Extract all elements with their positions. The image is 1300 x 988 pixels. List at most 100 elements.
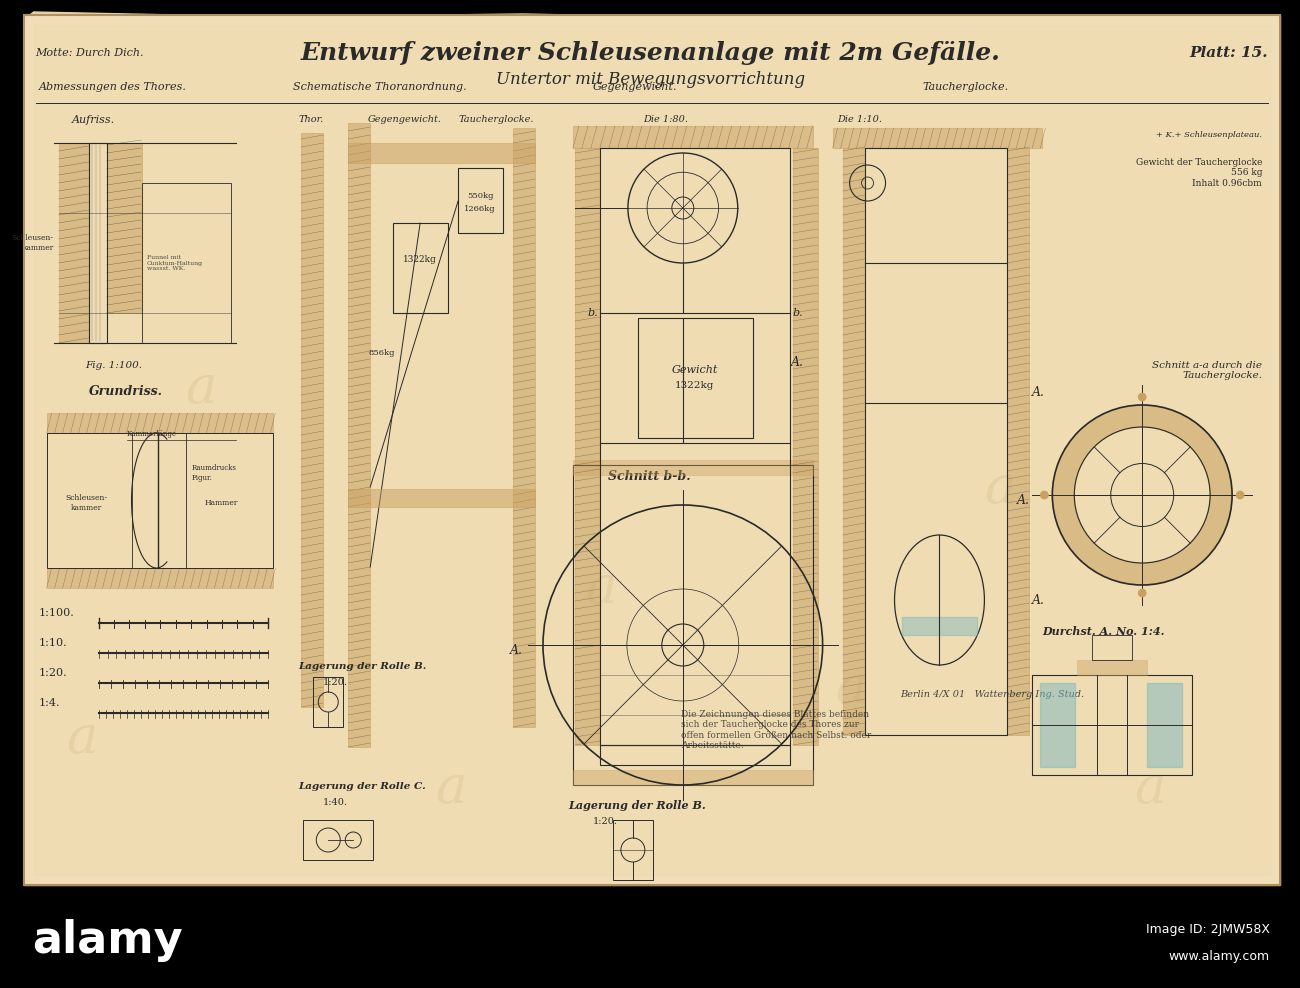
Text: Entwurf zweiner Schleusenanlage mit 2m Gefälle.: Entwurf zweiner Schleusenanlage mit 2m G… [300, 41, 1001, 65]
Bar [573, 126, 812, 148]
Bar [393, 223, 448, 313]
Text: a: a [186, 363, 217, 414]
Text: Gewicht der Taucherglocke
556 kg
Inhalt 0.96cbm: Gewicht der Taucherglocke 556 kg Inhalt … [1136, 158, 1262, 188]
Bar [23, 15, 1280, 885]
Text: b.: b. [793, 308, 803, 318]
Text: Schnitt b-b.: Schnitt b-b. [608, 470, 690, 483]
Text: Schnitt a-a durch die
Taucherglocke.: Schnitt a-a durch die Taucherglocke. [1152, 361, 1262, 380]
Bar [1008, 148, 1030, 735]
Bar [142, 183, 231, 343]
Text: alamy: alamy [31, 919, 182, 962]
Bar [47, 433, 273, 568]
Bar [832, 128, 1043, 148]
Bar [864, 148, 1008, 735]
Text: Die Zeichnungen dieses Blattes befinden
sich der Taucherglocke des Thores zur
of: Die Zeichnungen dieses Blattes befinden … [681, 710, 871, 750]
Text: 1:20.: 1:20. [593, 817, 618, 826]
Bar [107, 143, 142, 313]
Bar [612, 820, 653, 880]
Bar [23, 15, 1280, 885]
Bar [348, 123, 370, 747]
Bar [458, 168, 503, 233]
Text: Schleusen-
kammer: Schleusen- kammer [65, 494, 108, 512]
Bar [58, 143, 88, 343]
Text: Gewicht: Gewicht [672, 365, 718, 375]
Text: Motte: Durch Dich.: Motte: Durch Dich. [35, 48, 144, 58]
Bar [1032, 675, 1192, 775]
Text: a: a [835, 663, 866, 713]
Circle shape [1139, 393, 1147, 401]
Text: 1:40.: 1:40. [324, 798, 348, 807]
Text: Taucherglocke.: Taucherglocke. [458, 115, 533, 124]
Bar [573, 770, 812, 785]
Text: Abmessungen des Thores.: Abmessungen des Thores. [39, 82, 186, 92]
Bar [514, 128, 536, 727]
Text: Schleusen-
kammer: Schleusen- kammer [12, 234, 53, 252]
Text: Hammer: Hammer [204, 499, 238, 507]
Text: Funnel mit
Cunktum-Haltung
wassst. WK.: Funnel mit Cunktum-Haltung wassst. WK. [147, 255, 203, 272]
Text: 856kg: 856kg [368, 349, 395, 357]
Circle shape [1236, 491, 1244, 499]
Bar [348, 143, 536, 163]
Text: 1322kg: 1322kg [403, 256, 437, 265]
Text: 1:10.: 1:10. [39, 638, 68, 648]
Text: 1:4.: 1:4. [39, 698, 60, 708]
Text: a: a [585, 562, 616, 614]
Bar [302, 133, 324, 707]
Bar [599, 148, 789, 745]
Bar [313, 677, 343, 727]
Text: A.: A. [1018, 493, 1031, 507]
Text: Fig. 1:100.: Fig. 1:100. [84, 361, 142, 370]
Text: Schematische Thoranordnung.: Schematische Thoranordnung. [294, 82, 467, 92]
Text: Thor.: Thor. [298, 115, 324, 124]
Text: www.alamy.com: www.alamy.com [1169, 950, 1270, 963]
Text: Platt: 15.: Platt: 15. [1190, 46, 1268, 60]
Bar [573, 465, 812, 785]
Text: + K.+ Schleusenplateau.: + K.+ Schleusenplateau. [1156, 131, 1262, 139]
Text: a: a [66, 712, 98, 764]
Text: Aufriss.: Aufriss. [72, 115, 116, 125]
Text: Die 1:10.: Die 1:10. [837, 115, 883, 124]
Text: Lagerung der Rolle C.: Lagerung der Rolle C. [298, 782, 426, 791]
Text: Berlin 4/X 01   Wattenberg Ing. Stud.: Berlin 4/X 01 Wattenberg Ing. Stud. [901, 690, 1084, 699]
Bar [901, 617, 978, 635]
Text: 1266kg: 1266kg [464, 205, 495, 213]
Text: Untertor mit Bewegungsvorrichtung: Untertor mit Bewegungsvorrichtung [497, 71, 806, 89]
Bar [575, 148, 599, 745]
Text: 1:20.: 1:20. [324, 678, 348, 687]
Bar [47, 413, 273, 433]
Text: Gegengewicht.: Gegengewicht. [368, 115, 442, 124]
Polygon shape [23, 12, 1280, 885]
Bar [34, 25, 1270, 875]
Text: Kammerlänge: Kammerlänge [126, 430, 177, 438]
Text: a: a [1135, 763, 1166, 813]
Text: a: a [436, 763, 467, 813]
Text: Image ID: 2JMW58X: Image ID: 2JMW58X [1147, 923, 1270, 936]
Bar [1, 893, 1300, 988]
Text: 1:20.: 1:20. [39, 668, 68, 678]
Bar [573, 460, 812, 475]
Text: A.: A. [1032, 386, 1045, 399]
Bar [303, 820, 373, 860]
Text: Lagerung der Rolle B.: Lagerung der Rolle B. [568, 800, 706, 811]
Text: Durchst. A. No. 1:4.: Durchst. A. No. 1:4. [1043, 626, 1165, 637]
Bar [638, 318, 753, 438]
Bar [47, 568, 273, 588]
Circle shape [1040, 491, 1048, 499]
Wedge shape [1052, 405, 1232, 585]
Bar [1040, 683, 1075, 767]
Bar [1147, 683, 1182, 767]
Bar [88, 143, 107, 343]
Bar [1092, 635, 1132, 660]
Text: Raumdrucks
Figur.: Raumdrucks Figur. [191, 464, 237, 481]
Bar [1078, 660, 1147, 675]
Bar [793, 148, 818, 745]
Text: 1322kg: 1322kg [675, 381, 715, 390]
Text: Gegengewicht.: Gegengewicht. [593, 82, 677, 92]
Bar [842, 148, 864, 735]
Text: Die 1:80.: Die 1:80. [644, 115, 688, 124]
Text: A.: A. [790, 357, 803, 370]
Circle shape [1139, 589, 1147, 597]
Text: A.: A. [1032, 594, 1045, 607]
Text: 1:100.: 1:100. [39, 608, 74, 618]
Bar [348, 489, 536, 507]
